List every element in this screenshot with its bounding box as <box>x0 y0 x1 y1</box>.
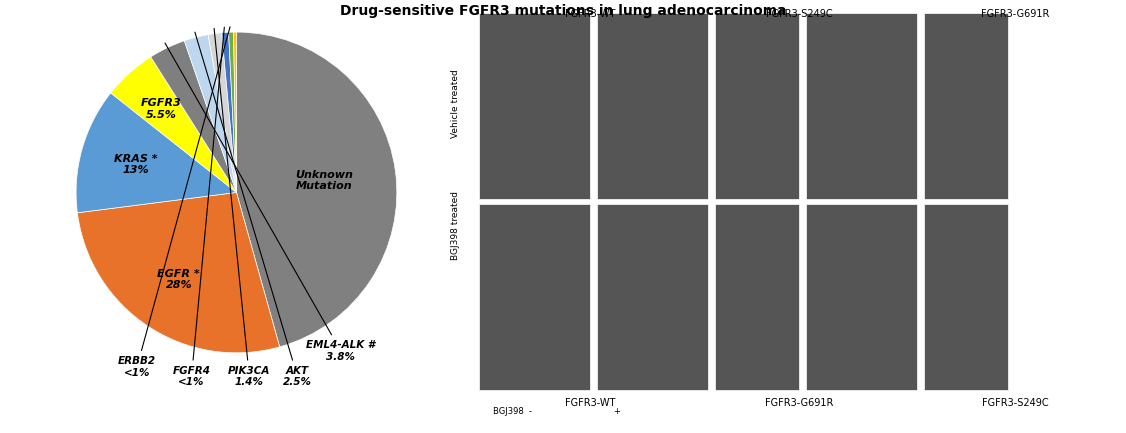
Wedge shape <box>77 93 236 213</box>
Bar <box>715 13 799 199</box>
Text: Unknown
Mutation: Unknown Mutation <box>295 170 352 191</box>
Wedge shape <box>185 35 236 192</box>
Text: FGFR3-G691R: FGFR3-G691R <box>981 9 1049 19</box>
Bar <box>923 13 1009 199</box>
Text: FGFR3-WT: FGFR3-WT <box>565 9 616 19</box>
Wedge shape <box>222 32 236 192</box>
Bar <box>597 204 708 390</box>
Text: AKT
2.5%: AKT 2.5% <box>195 32 312 387</box>
Text: FGFR3
5.5%: FGFR3 5.5% <box>141 98 181 120</box>
Text: PIK3CA
1.4%: PIK3CA 1.4% <box>214 28 270 387</box>
Text: BGJ398  -: BGJ398 - <box>492 407 531 416</box>
Wedge shape <box>229 32 236 192</box>
Bar <box>806 13 917 199</box>
Text: EML4-ALK #
3.8%: EML4-ALK # 3.8% <box>166 43 375 362</box>
Text: Vehicle treated: Vehicle treated <box>450 70 459 138</box>
Text: FGFR3-G691R: FGFR3-G691R <box>766 398 833 408</box>
Bar <box>806 204 917 390</box>
Bar <box>480 13 590 199</box>
Text: FGFR3-WT: FGFR3-WT <box>565 398 616 408</box>
Text: ERBB2
<1%: ERBB2 <1% <box>118 27 230 378</box>
Text: EGFR *
28%: EGFR * 28% <box>158 268 200 290</box>
Text: FGFR3-S249C: FGFR3-S249C <box>982 398 1048 408</box>
Wedge shape <box>208 33 236 192</box>
Wedge shape <box>78 192 279 353</box>
Bar <box>597 13 708 199</box>
Text: KRAS *
13%: KRAS * 13% <box>114 154 158 175</box>
Text: BGJ398 treated: BGJ398 treated <box>450 191 459 260</box>
Wedge shape <box>236 32 396 347</box>
Bar <box>480 204 590 390</box>
Text: Drug-sensitive FGFR3 mutations in lung adenocarcinoma: Drug-sensitive FGFR3 mutations in lung a… <box>340 4 786 18</box>
Wedge shape <box>233 32 236 192</box>
Text: FGFR3-S249C: FGFR3-S249C <box>766 9 833 19</box>
Wedge shape <box>151 41 236 192</box>
Wedge shape <box>110 57 236 192</box>
Bar <box>923 204 1009 390</box>
Text: FGFR4
<1%: FGFR4 <1% <box>172 27 224 387</box>
Text: +: + <box>614 407 620 416</box>
Bar <box>715 204 799 390</box>
